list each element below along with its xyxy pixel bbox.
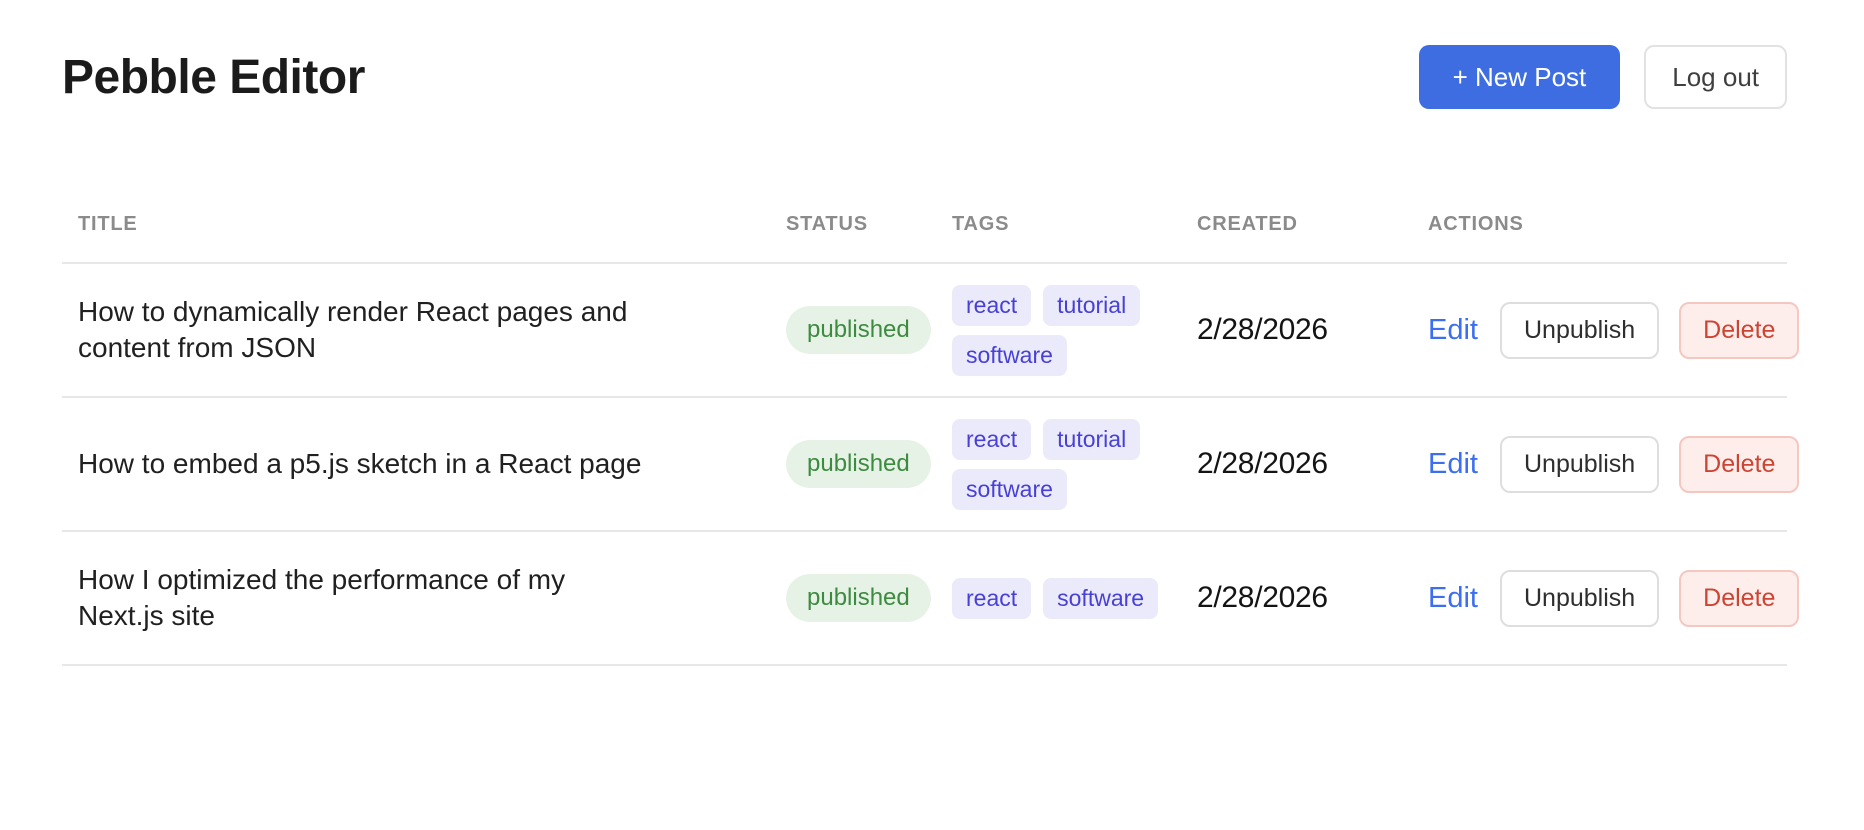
edit-link[interactable]: Edit xyxy=(1428,447,1478,480)
post-title: How to embed a p5.js sketch in a React p… xyxy=(78,447,642,479)
column-header-status: Status xyxy=(786,213,868,235)
row-actions: Edit Unpublish Delete xyxy=(1422,301,1800,359)
tags-list: react tutorial software xyxy=(952,418,1197,510)
page-title: Pebble Editor xyxy=(62,50,365,104)
created-date: 2/28/2026 xyxy=(1197,447,1328,480)
column-header-actions: Actions xyxy=(1428,213,1524,235)
tag-chip: software xyxy=(952,334,1067,376)
pebble-editor-app: Pebble Editor + New Post Log out Title S… xyxy=(62,45,1800,666)
logout-button[interactable]: Log out xyxy=(1644,45,1787,109)
edit-link[interactable]: Edit xyxy=(1428,313,1478,346)
new-post-button[interactable]: + New Post xyxy=(1418,45,1621,109)
status-badge: published xyxy=(786,440,931,488)
column-header-created: Created xyxy=(1197,213,1298,235)
status-badge: published xyxy=(786,574,931,622)
tag-chip: react xyxy=(952,284,1032,326)
status-badge: published xyxy=(786,306,931,354)
delete-button[interactable]: Delete xyxy=(1679,435,1800,493)
tag-chip: software xyxy=(952,468,1067,510)
edit-link[interactable]: Edit xyxy=(1428,581,1478,614)
tag-chip: react xyxy=(952,418,1032,460)
column-header-title: Title xyxy=(78,213,138,235)
tags-list: react software xyxy=(952,577,1197,619)
post-title: How I optimized the performance of my Ne… xyxy=(78,563,566,631)
row-actions: Edit Unpublish Delete xyxy=(1422,569,1800,627)
app-header: Pebble Editor + New Post Log out xyxy=(62,45,1787,109)
table-header-row: Title Status Tags Created Actions xyxy=(62,213,1787,264)
tag-chip: tutorial xyxy=(1043,418,1141,460)
title-cell: How to dynamically render React pages an… xyxy=(62,294,782,367)
header-actions: + New Post Log out xyxy=(1418,45,1787,109)
unpublish-button[interactable]: Unpublish xyxy=(1499,435,1660,493)
tag-chip: software xyxy=(1043,577,1159,619)
delete-button[interactable]: Delete xyxy=(1679,301,1800,359)
created-date: 2/28/2026 xyxy=(1197,313,1328,346)
unpublish-button[interactable]: Unpublish xyxy=(1499,301,1660,359)
tag-chip: react xyxy=(952,577,1032,619)
tag-chip: tutorial xyxy=(1043,284,1141,326)
title-cell: How I optimized the performance of my Ne… xyxy=(62,562,782,635)
row-actions: Edit Unpublish Delete xyxy=(1422,435,1800,493)
created-date: 2/28/2026 xyxy=(1197,581,1328,614)
post-title: How to dynamically render React pages an… xyxy=(78,295,628,363)
unpublish-button[interactable]: Unpublish xyxy=(1499,569,1660,627)
status-cell: published xyxy=(782,440,952,488)
status-cell: published xyxy=(782,574,952,622)
table-row: How to embed a p5.js sketch in a React p… xyxy=(62,398,1800,532)
table-row: How I optimized the performance of my Ne… xyxy=(62,532,1800,666)
posts-table: Title Status Tags Created Actions How to… xyxy=(62,213,1800,666)
tags-list: react tutorial software xyxy=(952,284,1197,376)
table-row: How to dynamically render React pages an… xyxy=(62,264,1800,398)
status-cell: published xyxy=(782,306,952,354)
delete-button[interactable]: Delete xyxy=(1679,569,1800,627)
title-cell: How to embed a p5.js sketch in a React p… xyxy=(62,446,782,482)
column-header-tags: Tags xyxy=(952,213,1010,235)
